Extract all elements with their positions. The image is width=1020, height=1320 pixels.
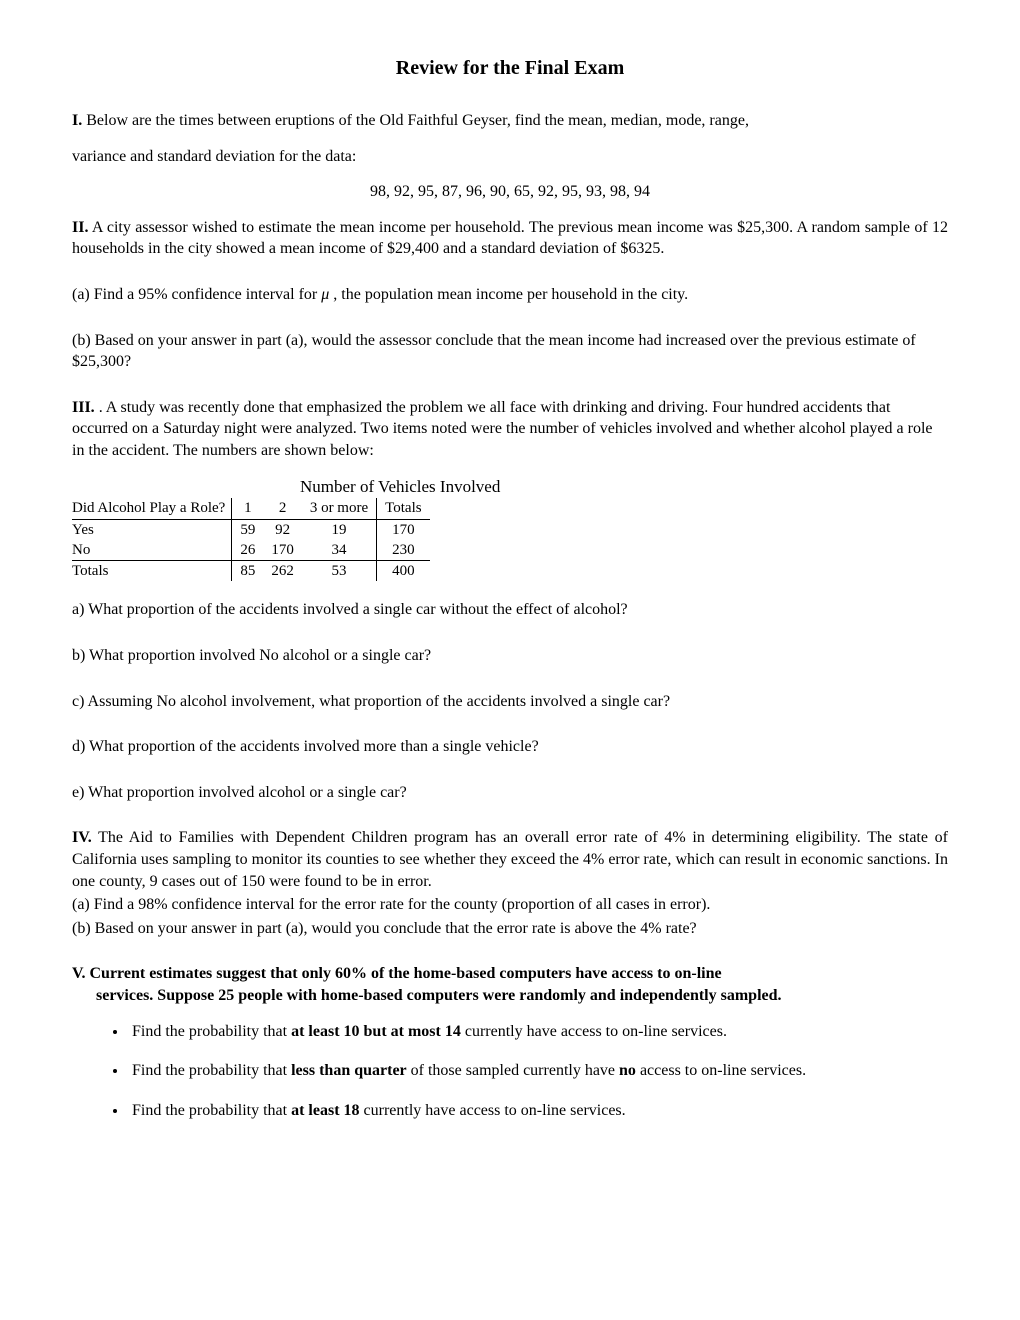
- question-2-text: A city assessor wished to estimate the m…: [72, 219, 948, 258]
- question-4-body: IV. The Aid to Families with Dependent C…: [72, 827, 948, 892]
- bullet-3-bold: at least 18: [291, 1102, 359, 1119]
- question-3c: c) Assuming No alcohol involvement, what…: [72, 691, 948, 713]
- question-3-label: III.: [72, 399, 95, 416]
- page-title: Review for the Final Exam: [72, 55, 948, 82]
- bullet-3: Find the probability that at least 18 cu…: [128, 1100, 948, 1122]
- question-5-line2: services. Suppose 25 people with home-ba…: [96, 985, 948, 1007]
- question-2b: (b) Based on your answer in part (a), wo…: [72, 330, 948, 373]
- cell: 19: [302, 519, 377, 540]
- cell: 59: [232, 519, 264, 540]
- cell: 400: [377, 561, 430, 582]
- cell: 170: [263, 540, 302, 561]
- bullet-2-post: access to on-line services.: [636, 1062, 806, 1079]
- bullet-3-pre: Find the probability that: [132, 1102, 291, 1119]
- question-3d: d) What proportion of the accidents invo…: [72, 736, 948, 758]
- question-3a: a) What proportion of the accidents invo…: [72, 599, 948, 621]
- question-3e: e) What proportion involved alcohol or a…: [72, 782, 948, 804]
- bullet-1-post: currently have access to on-line service…: [461, 1023, 727, 1040]
- table-col-2: 2: [263, 498, 302, 519]
- question-1-line2: variance and standard deviation for the …: [72, 146, 948, 168]
- question-1-data: 98, 92, 95, 87, 96, 90, 65, 92, 95, 93, …: [72, 181, 948, 203]
- question-2a-pre: (a) Find a 95% confidence interval for: [72, 286, 321, 303]
- cell: 230: [377, 540, 430, 561]
- bullet-2-bold2: no: [619, 1062, 636, 1079]
- table-rowheader: Did Alcohol Play a Role?: [72, 498, 232, 519]
- question-3b: b) What proportion involved No alcohol o…: [72, 645, 948, 667]
- table-row-no-label: No: [72, 540, 232, 561]
- question-5-line1: V. Current estimates suggest that only 6…: [72, 963, 948, 985]
- bullet-1: Find the probability that at least 10 bu…: [128, 1021, 948, 1043]
- cell: 34: [302, 540, 377, 561]
- contingency-table: Did Alcohol Play a Role? 1 2 3 or more T…: [72, 498, 430, 581]
- bullet-1-bold: at least 10 but at most 14: [291, 1023, 461, 1040]
- cell: 170: [377, 519, 430, 540]
- question-5-label: V.: [72, 965, 90, 982]
- cell: 92: [263, 519, 302, 540]
- question-2a: (a) Find a 95% confidence interval for μ…: [72, 284, 948, 306]
- question-1-text1: Below are the times between eruptions of…: [82, 112, 749, 129]
- question-3-table: Number of Vehicles Involved Did Alcohol …: [72, 476, 948, 582]
- bullet-2: Find the probability that less than quar…: [128, 1060, 948, 1082]
- bullet-2-pre: Find the probability that: [132, 1062, 291, 1079]
- bullet-3-post: currently have access to on-line service…: [360, 1102, 626, 1119]
- question-1-line1: I. Below are the times between eruptions…: [72, 110, 948, 132]
- question-2-body: II. A city assessor wished to estimate t…: [72, 217, 948, 260]
- bullet-2-mid: of those sampled currently have: [407, 1062, 619, 1079]
- bullet-1-pre: Find the probability that: [132, 1023, 291, 1040]
- cell: 262: [263, 561, 302, 582]
- question-2a-post: , the population mean income per househo…: [329, 286, 688, 303]
- table-col-totals: Totals: [377, 498, 430, 519]
- cell: 26: [232, 540, 264, 561]
- table-col-3: 3 or more: [302, 498, 377, 519]
- question-5-bullets: Find the probability that at least 10 bu…: [128, 1021, 948, 1122]
- question-1-label: I.: [72, 112, 82, 129]
- question-4-text: The Aid to Families with Dependent Child…: [72, 829, 948, 889]
- table-row-yes-label: Yes: [72, 519, 232, 540]
- table-row-totals-label: Totals: [72, 561, 232, 582]
- cell: 85: [232, 561, 264, 582]
- question-4-label: IV.: [72, 829, 92, 846]
- question-3-body: III. . A study was recently done that em…: [72, 397, 948, 462]
- question-5-text1: Current estimates suggest that only 60% …: [90, 965, 722, 982]
- bullet-2-bold1: less than quarter: [291, 1062, 407, 1079]
- cell: 53: [302, 561, 377, 582]
- question-2-label: II.: [72, 219, 88, 236]
- table-col-1: 1: [232, 498, 264, 519]
- table-title: Number of Vehicles Involved: [72, 476, 948, 499]
- question-3-text: . A study was recently done that emphasi…: [72, 399, 933, 459]
- question-4a: (a) Find a 98% confidence interval for t…: [72, 894, 948, 916]
- question-4b: (b) Based on your answer in part (a), wo…: [72, 918, 948, 940]
